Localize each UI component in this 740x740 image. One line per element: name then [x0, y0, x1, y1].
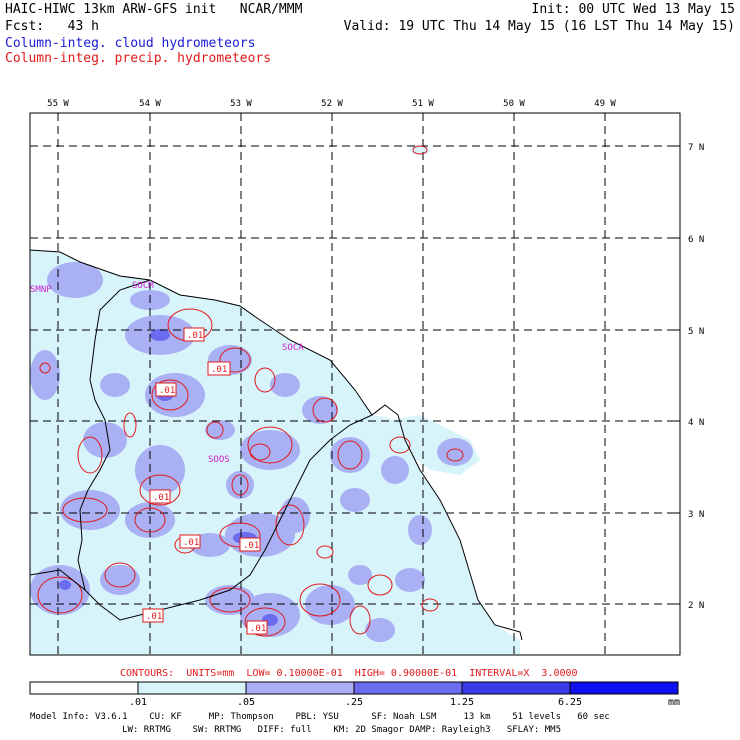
colorbar-tick: 6.25: [558, 697, 582, 708]
lon-label: 50 W: [503, 99, 525, 109]
contours-caption: CONTOURS: UNITS=mm LOW= 0.10000E-01 HIGH…: [120, 668, 578, 679]
model-info-line2: LW: RRTMG SW: RRTMG DIFF: full KM: 2D Sm…: [30, 725, 562, 735]
station-label: SOCM: [132, 281, 154, 291]
lat-label: 2 N: [688, 601, 704, 611]
contour-label: .01: [183, 538, 199, 548]
precip-field-title: Column-integ. precip. hydrometeors: [5, 51, 272, 66]
lon-label: 52 W: [321, 99, 343, 109]
contour-label: .01: [250, 624, 266, 634]
valid-time: Valid: 19 UTC Thu 14 May 15 (16 LST Thu …: [343, 19, 735, 34]
lon-label: 49 W: [594, 99, 616, 109]
lon-label: 54 W: [139, 99, 161, 109]
init-time: Init: 00 UTC Wed 13 May 15: [531, 2, 736, 17]
contour-value-labels: .01 .01 .01 .01 .01 .01 .01 .01: [142, 327, 268, 635]
lon-label: 53 W: [230, 99, 252, 109]
cloud-field-title: Column-integ. cloud hydrometeors: [5, 36, 256, 51]
station-label: SOOS: [208, 455, 230, 465]
cloud-shading: [30, 145, 520, 655]
lat-label: 4 N: [688, 418, 704, 428]
lat-label: 6 N: [688, 235, 704, 245]
contour-label: .01: [243, 541, 259, 551]
precip-contours: [37, 145, 464, 637]
forecast-hour: Fcst: 43 h: [5, 19, 99, 34]
colorbar: [29, 681, 679, 695]
model-info-line1: Model Info: V3.6.1 CU: KF MP: Thompson P…: [30, 712, 610, 722]
station-label: SOCA: [282, 343, 304, 353]
colorbar-tick: 1.25: [450, 697, 474, 708]
colorbar-tick: .01: [129, 697, 147, 708]
contour-label: .01: [159, 386, 175, 396]
colorbar-tick: .25: [345, 697, 363, 708]
colorbar-unit: mm: [668, 697, 680, 708]
station-label: SMNP: [30, 285, 52, 295]
contour-label: .01: [153, 493, 169, 503]
lat-label: 7 N: [688, 143, 704, 153]
lat-label: 5 N: [688, 327, 704, 337]
lon-label: 51 W: [412, 99, 434, 109]
lat-label: 3 N: [688, 510, 704, 520]
model-title: HAIC-HIWC 13km ARW-GFS init NCAR/MMM: [5, 2, 303, 17]
colorbar-tick: .05: [237, 697, 255, 708]
coastline: [30, 249, 523, 641]
contour-label: .01: [146, 612, 162, 622]
plot-frame: [29, 112, 681, 656]
contour-label: .01: [187, 331, 203, 341]
axis-ticks: [57, 113, 680, 605]
lon-label: 55 W: [47, 99, 69, 109]
contour-label: .01: [211, 365, 227, 375]
